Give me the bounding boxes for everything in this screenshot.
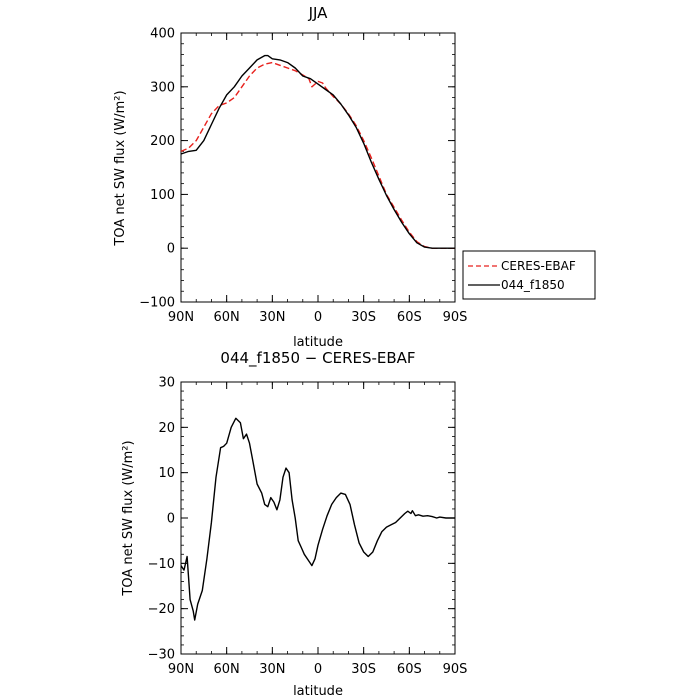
y-tick-label: 0	[167, 242, 175, 257]
legend-box	[462, 250, 596, 300]
y-tick-label: −10	[148, 557, 175, 572]
y-tick-label: 400	[150, 27, 175, 42]
x-tick-label: 30N	[259, 662, 285, 677]
x-tick-label: 30S	[351, 310, 376, 325]
bottom-y-axis-label: TOA net SW flux (W/m²)	[121, 440, 136, 596]
top-x-tick-labels: 90N 60N 30N 0 30S 60S 90S	[168, 310, 468, 325]
bottom-panel: 044_f1850 − CERES-EBAF 90N 60N 30N 0 30S 60S 9…	[121, 349, 467, 699]
bottom-x-tick-labels: 90N 60N 30N 0 30S 60S 90S	[168, 662, 468, 677]
x-tick-label: 90N	[168, 310, 194, 325]
x-tick-label: 60N	[214, 310, 240, 325]
y-tick-label: 30	[158, 376, 175, 391]
x-tick-label: 60N	[214, 662, 240, 677]
top-y-tick-labels: −100 0 100 200 300 400	[139, 27, 175, 311]
y-tick-label: 0	[167, 512, 175, 527]
bottom-series-group	[180, 417, 455, 621]
top-x-axis-label: latitude	[293, 335, 343, 350]
bottom-x-axis-label: latitude	[293, 684, 343, 699]
y-tick-label: 300	[150, 80, 175, 95]
series-line-ceres-ebaf	[180, 61, 455, 249]
top-y-axis-label: TOA net SW flux (W/m²)	[113, 90, 128, 246]
y-tick-label: 100	[150, 188, 175, 203]
x-tick-label: 30S	[351, 662, 376, 677]
legend-label-model: 044_f1850	[501, 278, 565, 292]
y-tick-label: −100	[139, 296, 175, 311]
y-tick-label: −30	[148, 648, 175, 663]
x-tick-label: 0	[314, 662, 322, 677]
bottom-chart-title: 044_f1850 − CERES-EBAF	[220, 349, 415, 368]
y-tick-label: 200	[150, 134, 175, 149]
top-series-group	[180, 54, 455, 249]
top-panel: JJA 90N 60N 30N 0 30S 60S 90S −100 0 100 200 300 40…	[113, 4, 596, 350]
series-line-difference	[180, 417, 455, 621]
x-tick-label: 90S	[443, 662, 468, 677]
x-tick-label: 0	[314, 310, 322, 325]
y-tick-label: −20	[148, 602, 175, 617]
y-tick-label: 10	[158, 466, 175, 481]
legend: CERES-EBAF 044_f1850	[462, 250, 596, 300]
x-tick-label: 60S	[397, 310, 422, 325]
legend-label-ceres: CERES-EBAF	[501, 259, 576, 273]
x-tick-label: 90N	[168, 662, 194, 677]
bottom-y-tick-labels: −30 −20 −10 0 10 20 30	[148, 376, 175, 663]
x-tick-label: 60S	[397, 662, 422, 677]
x-tick-label: 30N	[259, 310, 285, 325]
x-tick-label: 90S	[443, 310, 468, 325]
series-line-044-f1850	[180, 54, 455, 249]
top-tick-marks	[180, 32, 456, 303]
y-tick-label: 20	[158, 421, 175, 436]
top-chart-title: JJA	[308, 4, 329, 22]
